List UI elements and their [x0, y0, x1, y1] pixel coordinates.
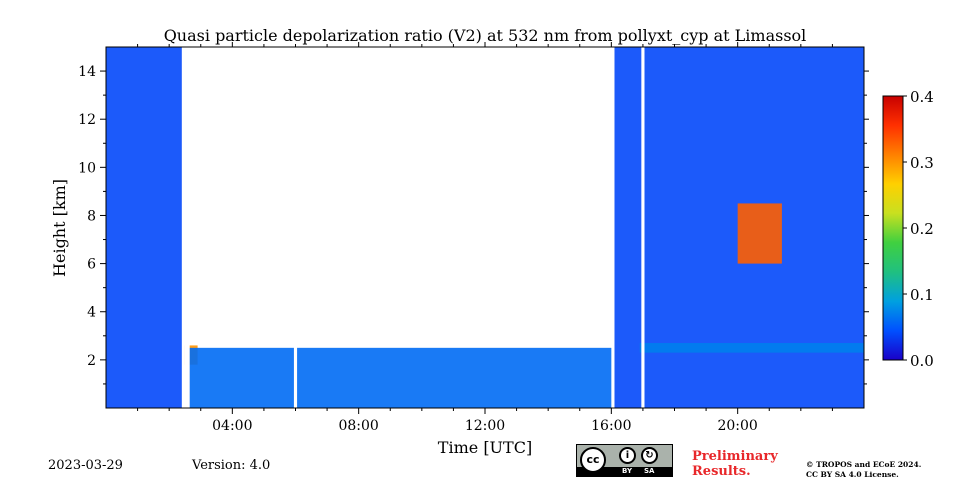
colorbar-ticks: 0.0 0.1 0.2 0.3 0.4 [903, 88, 934, 370]
x-tick-label: 20:00 [717, 418, 757, 434]
measurement-date: 2023-03-29 [48, 458, 123, 473]
data-gap [184, 47, 190, 408]
colorbar-tick-label: 0.4 [910, 88, 934, 106]
colorbar-tick-label: 0.0 [910, 352, 934, 370]
colorbar [882, 95, 904, 361]
chart-title: Quasi particle depolarization ratio (V2)… [164, 26, 807, 45]
preliminary-line-1: Preliminary [692, 449, 778, 464]
y-tick-label: 12 [78, 112, 96, 128]
y-axis-label: Height [km] [50, 179, 69, 277]
x-tick-label: 08:00 [338, 418, 378, 434]
heatmap-region-night-signal-early [106, 47, 182, 408]
y-tick-label: 14 [78, 64, 96, 80]
license-badge-bar [577, 467, 672, 476]
copyright-line-2: CC BY SA 4.0 License. [806, 470, 899, 479]
copyright-line-1: © TROPOS and ECoE 2024. [806, 460, 922, 469]
attribution-icon: i [619, 447, 636, 464]
heatmap-region-daytime-boundary-layer [188, 347, 612, 408]
by-label: BY [622, 467, 633, 475]
data-gap [641, 47, 645, 408]
heatmap-region-low-aerosol-layer-evening [639, 343, 864, 353]
colorbar-tick-label: 0.2 [910, 220, 934, 238]
y-tick-label: 6 [87, 257, 96, 273]
x-axis-label: Time [UTC] [438, 438, 532, 457]
heatmap-layer [106, 47, 864, 408]
x-tick-label: 04:00 [212, 418, 252, 434]
x-axis: 04:00 08:00 12:00 16:00 20:00 [137, 42, 833, 434]
heatmap-region-cirrus-cloud [737, 203, 782, 264]
cc-by-sa-license-badge: cc i ↻ BY SA [576, 444, 673, 477]
data-gap [293, 47, 298, 408]
y-axis: 2 4 6 8 10 12 14 [78, 64, 869, 385]
sa-label: SA [644, 467, 655, 475]
colorbar-tick-label: 0.1 [910, 286, 934, 304]
version-label: Version: 4.0 [192, 458, 271, 473]
preliminary-line-2: Results. [692, 464, 751, 479]
x-tick-label: 12:00 [465, 418, 505, 434]
x-tick-label: 16:00 [591, 418, 631, 434]
y-tick-label: 4 [87, 305, 96, 321]
preliminary-results-note: Preliminary Results. [692, 449, 778, 479]
colorbar-tick-label: 0.3 [910, 154, 934, 172]
y-tick-label: 2 [87, 353, 96, 369]
y-tick-label: 8 [87, 208, 96, 224]
share-alike-icon: ↻ [641, 447, 658, 464]
copyright-note: © TROPOS and ECoE 2024. CC BY SA 4.0 Lic… [806, 460, 921, 480]
y-tick-label: 10 [78, 160, 96, 176]
creative-commons-icon: cc [580, 447, 606, 473]
